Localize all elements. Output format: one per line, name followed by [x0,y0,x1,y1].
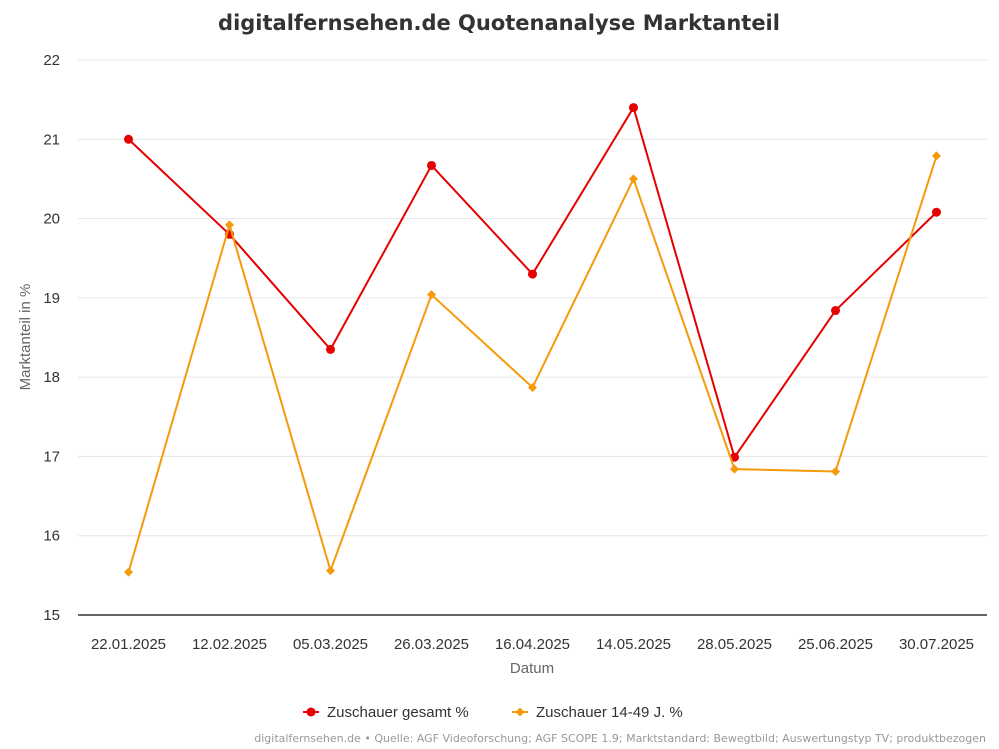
data-point[interactable] [528,382,537,392]
data-point[interactable] [427,290,436,300]
x-axis-label: Datum [510,660,554,677]
data-point[interactable] [932,207,941,217]
data-point[interactable] [629,174,638,184]
data-point[interactable] [932,151,941,161]
series-line [127,106,938,459]
data-point[interactable] [730,464,739,474]
y-tick-label: 20 [43,211,60,228]
y-tick-label: 17 [43,448,60,465]
data-point[interactable] [326,566,335,576]
y-tick-label: 19 [43,290,60,307]
x-tick-label: 28.05.2025 [697,636,772,653]
x-tick-label: 16.04.2025 [495,636,570,653]
x-tick-label: 26.03.2025 [394,636,469,653]
legend-label: Zuschauer 14-49 J. % [536,704,683,721]
chart-title: digitalfernsehen.de Quotenanalyse Markta… [218,11,780,35]
legend-marker [515,707,525,717]
y-axis-label: Marktanteil in % [17,284,34,391]
y-tick-label: 16 [43,528,60,545]
y-tick-label: 15 [43,607,60,624]
data-point[interactable] [528,269,537,279]
x-axis-ticks: 22.01.2025 12.02.2025 05.03.2025 26.03.2025… [91,636,974,653]
x-tick-label: 25.06.2025 [798,636,873,653]
legend-label: Zuschauer gesamt % [327,704,469,721]
y-tick-label: 22 [43,52,60,69]
legend-marker [306,707,316,717]
x-tick-label: 12.02.2025 [192,636,267,653]
y-tick-label: 21 [43,131,60,148]
credits: digitalfernsehen.de • Quelle: AGF Videof… [254,732,986,745]
data-point[interactable] [629,103,638,113]
x-tick-label: 22.01.2025 [91,636,166,653]
legend[interactable]: Zuschauer gesamt % Zuschauer 14-49 J. % [303,704,683,721]
y-axis-ticks: 15 16 17 18 19 20 21 22 [43,52,60,624]
series-2 [124,151,941,577]
data-point[interactable] [124,134,133,144]
x-tick-label: 30.07.2025 [899,636,974,653]
x-tick-label: 14.05.2025 [596,636,671,653]
x-tick-label: 05.03.2025 [293,636,368,653]
data-point[interactable] [326,344,335,354]
data-point[interactable] [831,306,840,316]
grid-lines [78,59,987,616]
data-point[interactable] [225,220,234,230]
series-group [124,103,941,577]
data-point[interactable] [831,466,840,476]
y-tick-label: 18 [43,369,60,386]
legend-item[interactable]: Zuschauer gesamt % [303,704,469,721]
data-point[interactable] [124,567,133,577]
data-point[interactable] [730,452,739,462]
data-point[interactable] [427,160,436,170]
legend-item[interactable]: Zuschauer 14-49 J. % [512,704,683,721]
